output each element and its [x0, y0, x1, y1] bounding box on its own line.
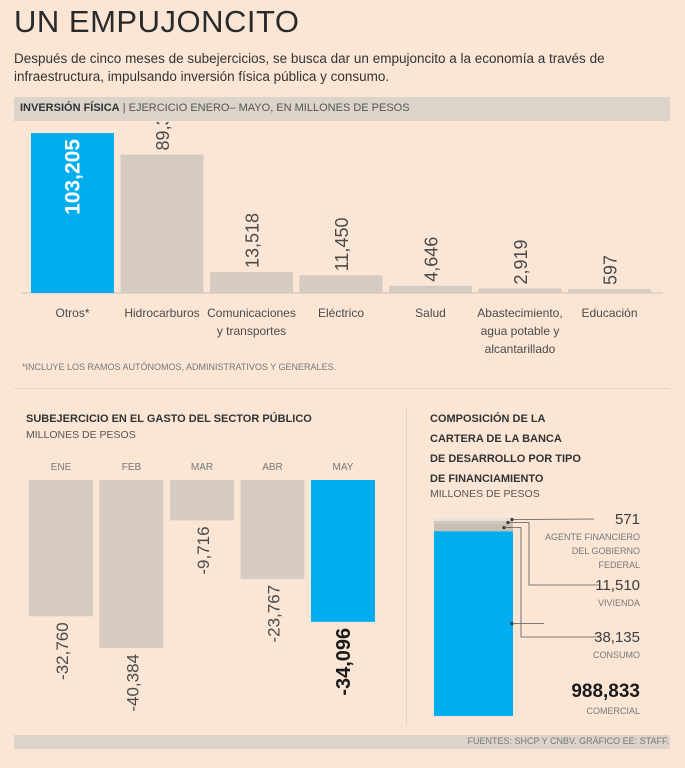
category-label-2: y transportes: [217, 324, 286, 338]
category-label-5: alcantarillado: [485, 342, 556, 356]
value-label-4: -34,096: [333, 628, 355, 696]
portfolio-chart-title: COMPOSICIÓN DE LA CARTERA DE LA BANCA DE D…: [430, 409, 630, 489]
investment-chart-title: | EJERCICIO ENERO– MAYO, EN MILLONES DE …: [122, 102, 410, 114]
portfolio-stacked-bar-chart: 571 AGENTE FINANCIERO DEL GOBIERNO FEDERAL 1…: [434, 511, 640, 716]
portfolio-title-line: DE FINANCIAMIENTO: [430, 473, 544, 485]
bar-0: [29, 480, 93, 617]
bar-4: [311, 480, 375, 622]
category-label-4: Salud: [415, 306, 446, 320]
bar-3: [299, 275, 383, 293]
page-subtitle: Después de cinco meses de subejercicios,…: [14, 51, 605, 84]
value-label-3: 11,450: [332, 218, 352, 272]
leader-line-0: [511, 518, 595, 520]
bar-2: [170, 480, 234, 521]
segment-value-3: 988,833: [571, 681, 640, 702]
segment-label-1: VIVIENDA: [598, 598, 640, 608]
segment-0: [434, 518, 513, 521]
month-label-3: ABR: [262, 462, 283, 473]
segment-value-2: 38,135: [594, 629, 640, 646]
source-credit: FUENTES: SHCP Y CNBV. GRÁFICO EE: STAFF.: [467, 736, 669, 746]
page-title: UN EMPUJONCITO: [14, 4, 300, 39]
segment-label-2: CONSUMO: [593, 650, 640, 660]
segment-1: [434, 521, 513, 524]
portfolio-chart-unit: MILLONES DE PESOS: [430, 488, 540, 500]
value-label-3: -23,767: [265, 585, 284, 643]
leader-line-1: [508, 522, 600, 586]
category-label-1: Hidrocarburos: [124, 306, 199, 320]
month-label-0: ENE: [51, 462, 72, 473]
value-label-2: 13,518: [243, 213, 263, 268]
value-label-0: -32,760: [53, 622, 72, 680]
segment-label-0: DEL GOBIERNO: [572, 546, 640, 556]
column-divider: [406, 408, 407, 726]
bar-4: [389, 285, 472, 293]
portfolio-title-line: DE DESARROLLO POR TIPO: [430, 453, 581, 465]
footer-band: [14, 735, 670, 749]
month-label-2: MAR: [191, 462, 213, 473]
underspending-chart-unit: MILLONES DE PESOS: [26, 429, 136, 441]
segment-3: [434, 531, 513, 716]
leader-dot-0: [510, 517, 514, 522]
category-label-0: Otros*: [55, 306, 89, 320]
bar-3: [240, 480, 305, 579]
segment-2: [434, 524, 513, 532]
leader-dot-3: [510, 622, 514, 626]
category-label-5: agua potable y: [481, 324, 560, 338]
investment-chart-title-bold: INVERSIÓN FÍSICA: [20, 102, 120, 114]
category-label-3: Eléctrico: [318, 306, 364, 320]
segment-label-0: FEDERAL: [598, 560, 640, 570]
month-label-1: FEB: [122, 462, 142, 473]
bar-0: [31, 133, 114, 293]
value-label-2: -9,716: [194, 526, 213, 574]
section-header-band: [14, 97, 670, 121]
value-label-5: 2,919: [511, 239, 531, 284]
segment-label-0: AGENTE FINANCIERO: [545, 532, 640, 542]
section-divider: [14, 388, 670, 389]
investment-bar-chart: 103,205 Otros* 89,364 Hidrocarburos 13,518 Co…: [22, 122, 663, 356]
bar-1: [99, 480, 164, 648]
segment-label-3: COMERCIAL: [586, 706, 640, 716]
segment-value-1: 11,510: [595, 577, 640, 594]
category-label-2: Comunicaciones: [207, 306, 296, 320]
underspending-chart-title: SUBEJERCICIO EN EL GASTO DEL SECTOR PÚBL…: [26, 413, 312, 425]
month-label-4: MAY: [333, 462, 354, 473]
bar-2: [210, 272, 293, 293]
leader-line-2: [504, 527, 600, 638]
portfolio-title-line: COMPOSICIÓN DE LA: [430, 413, 546, 425]
investment-chart-header: INVERSIÓN FÍSICA | EJERCICIO ENERO– MAYO…: [20, 102, 410, 114]
value-label-1: 89,364: [153, 122, 173, 150]
bar-1: [120, 154, 204, 293]
value-label-1: -40,384: [124, 654, 143, 712]
underspending-bar-chart: ENE -32,760 FEB -40,384 MAR -9,716 ABR -23,767 M…: [29, 462, 375, 712]
value-label-0: 103,205: [62, 139, 85, 215]
segment-value-0: 571: [615, 511, 640, 528]
bar-5: [478, 288, 562, 293]
portfolio-title-line: CARTERA DE LA BANCA: [430, 433, 562, 445]
value-label-4: 4,646: [422, 237, 442, 282]
category-label-5: Abastecimiento,: [477, 306, 562, 320]
value-label-6: 597: [601, 255, 621, 285]
category-label-6: Educación: [581, 306, 637, 320]
investment-footnote: *INCLUYE LOS RAMOS AUTÓNOMOS, ADMINISTRA…: [22, 362, 337, 372]
bar-6: [568, 289, 651, 293]
